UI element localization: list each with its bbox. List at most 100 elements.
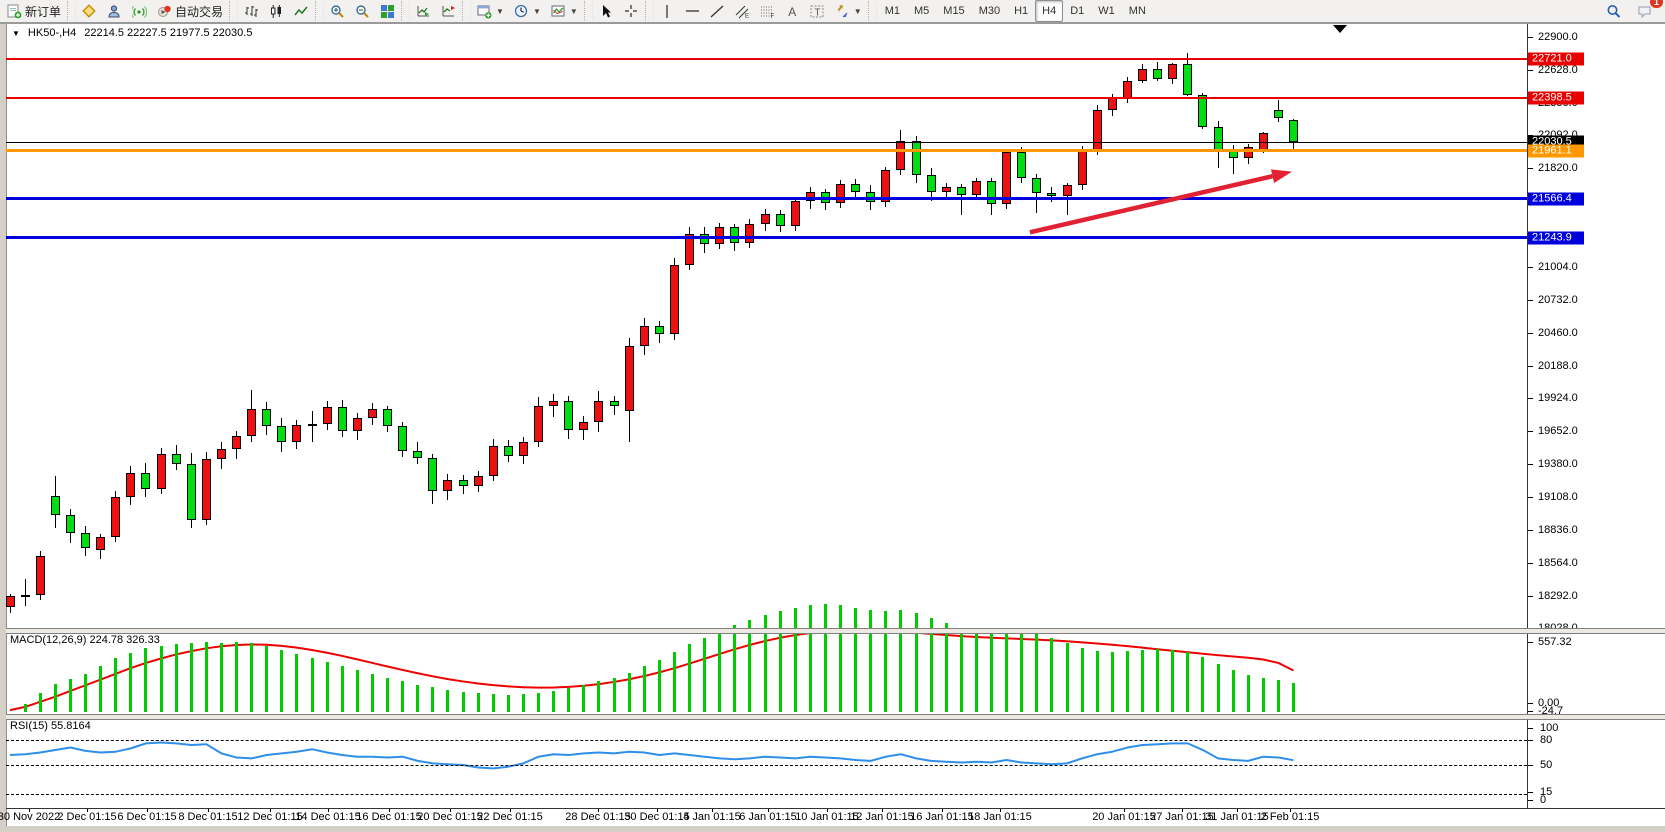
candlestick-chart-button[interactable] <box>264 0 289 22</box>
candle-down[interactable] <box>458 479 468 486</box>
candle-down[interactable] <box>50 495 60 515</box>
support-line[interactable] <box>6 197 1527 201</box>
candle-up[interactable] <box>247 409 257 437</box>
candle-up[interactable] <box>745 223 755 244</box>
trendline-button[interactable] <box>705 0 730 22</box>
arrows-button[interactable]: ▼ <box>830 0 867 22</box>
candle-down[interactable] <box>65 514 75 534</box>
candle-up[interactable] <box>443 479 453 491</box>
candle-down[interactable] <box>987 181 996 205</box>
resistance-line[interactable] <box>6 57 1527 60</box>
candle-up[interactable] <box>760 214 770 224</box>
candle-down[interactable] <box>1032 177 1042 194</box>
candle-up[interactable] <box>20 595 30 598</box>
candle-down[interactable] <box>1153 68 1163 80</box>
candle-up[interactable] <box>216 449 226 460</box>
dropdown-caret-icon[interactable]: ▼ <box>853 6 862 16</box>
line-chart-button[interactable] <box>289 0 314 22</box>
tile-windows-button[interactable] <box>375 0 400 22</box>
candle-up[interactable] <box>1122 80 1132 98</box>
timeframe-button-m15[interactable]: M15 <box>943 5 965 17</box>
auto-scroll-button[interactable] <box>411 0 436 22</box>
candle-down[interactable] <box>926 175 936 193</box>
candle-up[interactable] <box>594 400 604 422</box>
autotrading-button[interactable]: 自动交易 <box>152 0 228 22</box>
candle-down[interactable] <box>141 472 151 490</box>
candle-up[interactable] <box>881 170 891 202</box>
signals-button[interactable] <box>127 0 152 22</box>
candle-up[interactable] <box>896 141 906 171</box>
notifications-button[interactable]: 1 <box>1632 0 1663 22</box>
candle-up[interactable] <box>1062 185 1072 196</box>
candle-down[interactable] <box>503 445 513 456</box>
current-price-line[interactable] <box>6 141 1527 143</box>
candle-up[interactable] <box>836 183 845 204</box>
timeframe-button-mn[interactable]: MN <box>1128 5 1146 17</box>
candle-up[interactable] <box>201 459 211 520</box>
candle-up[interactable] <box>1092 109 1102 150</box>
bar-chart-button[interactable] <box>239 0 264 22</box>
candle-up[interactable] <box>941 187 951 193</box>
timeframe-button-d1[interactable]: D1 <box>1070 5 1085 17</box>
candle-up[interactable] <box>473 476 483 486</box>
candle-up[interactable] <box>1168 64 1178 80</box>
candle-down[interactable] <box>866 192 876 202</box>
vertical-line-button[interactable] <box>655 0 680 22</box>
collapse-icon[interactable]: ▼ <box>12 28 20 38</box>
timeframe-button-m30[interactable]: M30 <box>978 5 1001 17</box>
text-label-button[interactable]: T <box>805 0 830 22</box>
macd-panel-divider[interactable] <box>6 628 1665 634</box>
candle-up[interactable] <box>156 454 166 490</box>
candle-down[interactable] <box>1213 126 1223 151</box>
support-line[interactable] <box>6 149 1527 153</box>
candle-up[interactable] <box>307 423 317 426</box>
market-button[interactable] <box>77 0 102 22</box>
timeframe-button-w1[interactable]: W1 <box>1098 5 1115 17</box>
candle-up[interactable] <box>292 425 302 443</box>
candle-down[interactable] <box>1289 120 1298 143</box>
candle-down[interactable] <box>654 325 664 335</box>
candle-up[interactable] <box>579 421 589 431</box>
candle-down[interactable] <box>337 407 347 432</box>
candle-down[interactable] <box>428 457 438 491</box>
candle-down[interactable] <box>383 409 392 427</box>
candle-down[interactable] <box>398 426 408 451</box>
candle-up[interactable] <box>322 407 332 424</box>
support-line[interactable] <box>6 236 1527 240</box>
candle-up[interactable] <box>1138 68 1147 81</box>
candle-down[interactable] <box>186 464 196 520</box>
candle-down[interactable] <box>1273 109 1283 119</box>
candle-up[interactable] <box>518 442 528 456</box>
rsi-panel-divider[interactable] <box>6 714 1665 720</box>
timeframe-button-m1[interactable]: M1 <box>884 5 900 17</box>
candle-down[interactable] <box>1047 193 1057 196</box>
candle-down[interactable] <box>564 400 574 431</box>
dropdown-caret-icon[interactable]: ▼ <box>569 6 578 16</box>
cursor-button[interactable] <box>594 0 619 22</box>
candle-up[interactable] <box>352 417 362 432</box>
horizontal-line-button[interactable] <box>680 0 705 22</box>
timeframe-button-m5[interactable]: M5 <box>914 5 930 17</box>
candle-up[interactable] <box>367 409 377 418</box>
community-button[interactable] <box>102 0 127 22</box>
candle-up[interactable] <box>549 400 559 406</box>
equidistant-channel-button[interactable]: E <box>730 0 755 22</box>
candle-up[interactable] <box>685 233 694 266</box>
candle-up[interactable] <box>669 265 679 335</box>
new-order-button[interactable]: 新订单 <box>2 0 66 22</box>
templates-button[interactable]: ▼ <box>546 0 583 22</box>
chart-shift-button[interactable] <box>436 0 461 22</box>
candle-up[interactable] <box>126 472 136 497</box>
candle-down[interactable] <box>911 141 921 176</box>
candle-down[interactable] <box>1017 152 1027 178</box>
candle-down[interactable] <box>1183 64 1193 95</box>
candle-up[interactable] <box>232 436 241 450</box>
crosshair-button[interactable] <box>619 0 644 22</box>
candle-down[interactable] <box>262 409 272 427</box>
candle-down[interactable] <box>413 450 423 458</box>
candle-up[interactable] <box>715 227 725 245</box>
candle-up[interactable] <box>624 346 634 411</box>
new-chart-button[interactable]: ▼ <box>472 0 509 22</box>
resistance-line[interactable] <box>6 96 1527 99</box>
candle-down[interactable] <box>851 183 861 193</box>
